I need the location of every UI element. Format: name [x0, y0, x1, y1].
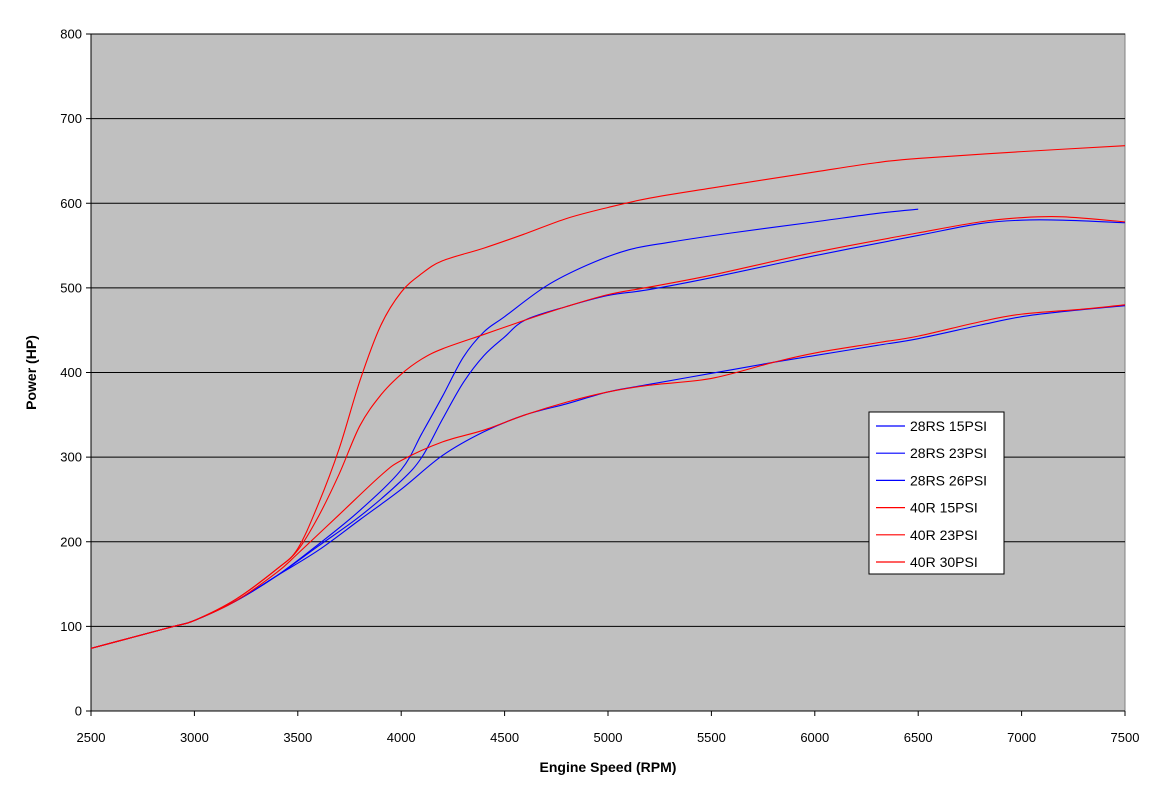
y-tick-label-4: 400 — [60, 365, 82, 380]
y-tick-label-3: 300 — [60, 450, 82, 465]
x-tick-label-6: 5500 — [697, 730, 726, 745]
x-tick-label-3: 4000 — [387, 730, 416, 745]
x-tick-label-10: 7500 — [1111, 730, 1140, 745]
x-tick-label-4: 4500 — [490, 730, 519, 745]
y-tick-label-8: 800 — [60, 27, 82, 42]
legend-label-4: 40R 23PSI — [910, 527, 978, 543]
x-tick-label-2: 3500 — [283, 730, 312, 745]
y-tick-label-2: 200 — [60, 534, 82, 549]
x-tick-label-1: 3000 — [180, 730, 209, 745]
x-tick-label-7: 6000 — [800, 730, 829, 745]
legend: 28RS 15PSI 28RS 23PSI 28RS 26PSI 40R 15PSI 4… — [868, 411, 1005, 575]
y-tick-label-0: 0 — [75, 704, 82, 719]
legend-label-1: 28RS 23PSI — [910, 445, 987, 461]
x-tick-label-0: 2500 — [77, 730, 106, 745]
series-lines — [90, 145, 1126, 649]
y-tick-label-1: 100 — [60, 619, 82, 634]
y-tick-label-5: 500 — [60, 280, 82, 295]
legend-label-2: 28RS 26PSI — [910, 472, 987, 488]
legend-box — [868, 411, 1005, 575]
x-axis-title: Engine Speed (RPM) — [540, 759, 677, 775]
y-axis-title: Power (HP) — [23, 335, 39, 410]
series-line-3 — [90, 304, 1126, 649]
x-tick-label-5: 5000 — [594, 730, 623, 745]
series-line-5 — [90, 145, 1126, 649]
x-tick-label-9: 7000 — [1007, 730, 1036, 745]
axes: 0 100 200 300 400 500 600 700 800 2500 3000 3500 400… — [60, 27, 1139, 746]
y-tick-label-6: 600 — [60, 196, 82, 211]
legend-label-3: 40R 15PSI — [910, 500, 978, 516]
legend-label-5: 40R 30PSI — [910, 554, 978, 570]
x-tick-label-8: 6500 — [904, 730, 933, 745]
legend-label-0: 28RS 15PSI — [910, 418, 987, 434]
y-tick-label-7: 700 — [60, 111, 82, 126]
